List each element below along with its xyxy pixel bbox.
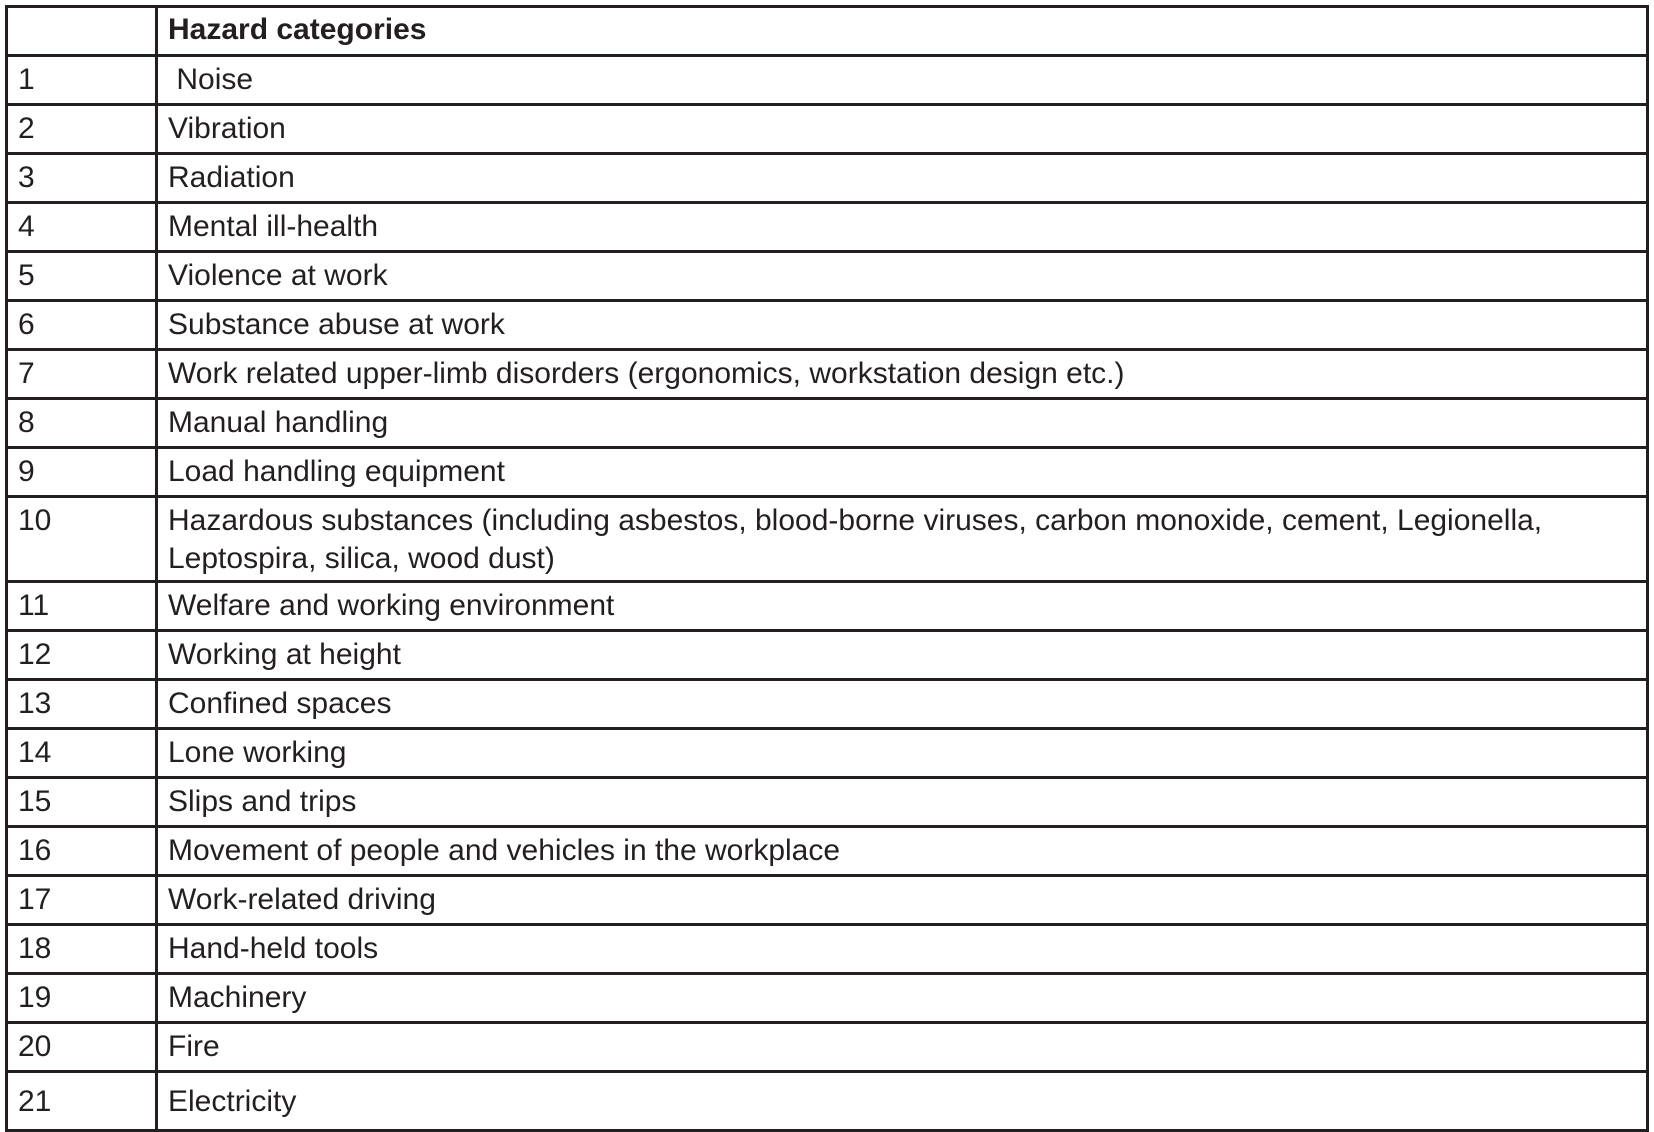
row-number: 11 [5,580,158,632]
row-number: 1 [5,54,158,106]
table-row: 12 Working at height [5,629,1649,681]
hazard-category: Confined spaces [155,678,1649,730]
table-row: 17 Work-related driving [5,874,1649,926]
table-row: 15 Slips and trips [5,776,1649,828]
header-number [5,5,158,57]
table-row: 7 Work related upper-limb disorders (ergo… [5,348,1649,400]
row-number: 3 [5,152,158,204]
table-row: 1 Noise [5,54,1649,106]
hazard-category: Fire [155,1021,1649,1073]
table-row: 18 Hand-held tools [5,923,1649,975]
row-number: 6 [5,299,158,351]
table-row: 13 Confined spaces [5,678,1649,730]
table-row: 19 Machinery [5,972,1649,1024]
row-number: 12 [5,629,158,681]
hazard-category: Welfare and working environment [155,580,1649,632]
hazard-category: Work related upper-limb disorders (ergon… [155,348,1649,400]
hazard-category: Hand-held tools [155,923,1649,975]
row-number: 9 [5,446,158,498]
hazard-category: Mental ill-health [155,201,1649,253]
row-number: 10 [5,495,158,583]
row-number: 15 [5,776,158,828]
row-number: 13 [5,678,158,730]
header-row: Hazard categories [5,5,1649,57]
table-row: 4 Mental ill-health [5,201,1649,253]
hazard-categories-table: Hazard categories 1 Noise 2 Vibration 3 Radi… [5,5,1649,1132]
row-number: 17 [5,874,158,926]
header-hazard-categories: Hazard categories [155,5,1649,57]
row-number: 4 [5,201,158,253]
table-row: 9 Load handling equipment [5,446,1649,498]
hazard-category: Vibration [155,103,1649,155]
table-row: 16 Movement of people and vehicles in the… [5,825,1649,877]
row-number: 14 [5,727,158,779]
table-row: 6 Substance abuse at work [5,299,1649,351]
hazard-category: Load handling equipment [155,446,1649,498]
row-number: 19 [5,972,158,1024]
row-number: 21 [5,1070,158,1132]
row-number: 7 [5,348,158,400]
hazard-category: Lone working [155,727,1649,779]
hazard-category: Manual handling [155,397,1649,449]
hazard-category: Violence at work [155,250,1649,302]
table-row: 5 Violence at work [5,250,1649,302]
table-row: 2 Vibration [5,103,1649,155]
table-row: 11 Welfare and working environment [5,580,1649,632]
table-row: 14 Lone working [5,727,1649,779]
hazard-category: Noise [155,54,1649,106]
row-number: 2 [5,103,158,155]
hazard-category: Working at height [155,629,1649,681]
row-number: 16 [5,825,158,877]
hazard-category: Electricity [155,1070,1649,1132]
hazard-category: Hazardous substances (including asbestos… [155,495,1649,583]
row-number: 18 [5,923,158,975]
hazard-category: Radiation [155,152,1649,204]
hazard-category: Slips and trips [155,776,1649,828]
table-row: 3 Radiation [5,152,1649,204]
table-row: 8 Manual handling [5,397,1649,449]
hazard-category: Substance abuse at work [155,299,1649,351]
table-row: 10 Hazardous substances (including asbest… [5,495,1649,583]
row-number: 20 [5,1021,158,1073]
hazard-category: Machinery [155,972,1649,1024]
table-row: 21 Electricity [5,1070,1649,1132]
hazard-category: Work-related driving [155,874,1649,926]
row-number: 8 [5,397,158,449]
hazard-category: Movement of people and vehicles in the w… [155,825,1649,877]
row-number: 5 [5,250,158,302]
table-row: 20 Fire [5,1021,1649,1073]
